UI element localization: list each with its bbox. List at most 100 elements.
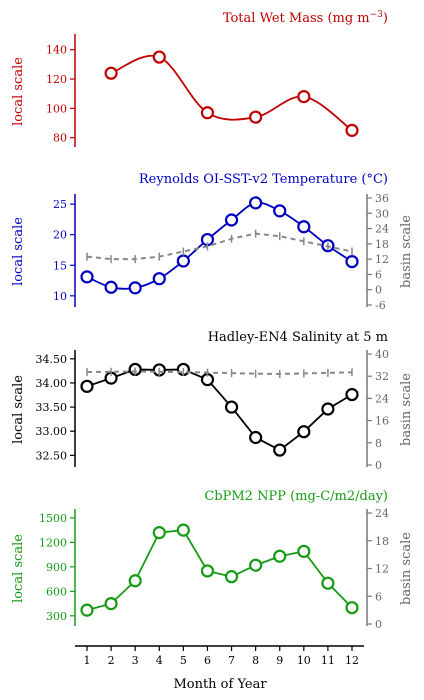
data-point (176, 523, 190, 537)
left-axis-label: local scale (11, 375, 26, 444)
data-point (224, 213, 239, 227)
data-point (345, 387, 359, 402)
data-point (152, 525, 166, 540)
right-axis-label: basin scale (399, 373, 414, 446)
panel-title-text: Reynolds OI-SST-v2 Temperature (°C) (139, 172, 388, 187)
x-tick-label: 6 (204, 654, 211, 667)
right-axis-label: basin scale (399, 215, 414, 288)
data-point (249, 558, 263, 572)
right-tick-label: 24 (375, 223, 389, 236)
right-tick-label: 6 (375, 268, 382, 281)
panel-3: Hadley-EN4 Salinity at 5 m 32.50 33.00 33.5… (11, 330, 414, 472)
x-tick-label: 5 (180, 654, 187, 667)
data-point (200, 106, 215, 120)
right-tick-label: 36 (375, 192, 389, 205)
x-axis-label: Month of Year (173, 677, 267, 692)
left-tick-label: 33.00 (36, 425, 68, 438)
right-tick-label: 24 (375, 392, 389, 405)
left-tick-label: 1200 (39, 536, 67, 549)
panel-title-superscript: −3 (370, 10, 384, 20)
right-tick-label: 24 (375, 507, 389, 520)
right-tick-label: 30 (375, 207, 389, 220)
data-point (200, 564, 215, 578)
x-tick-label: 9 (276, 654, 283, 667)
data-point (104, 280, 118, 294)
left-tick-label: 120 (46, 73, 67, 86)
panel-title: Hadley-EN4 Salinity at 5 m (208, 330, 388, 345)
data-point (128, 281, 142, 295)
local-series-line (86, 201, 353, 290)
right-tick-label: 6 (375, 590, 382, 603)
data-point (80, 603, 94, 617)
left-tick-label: 25 (53, 198, 67, 211)
panel-title-suffix: ) (383, 11, 388, 26)
left-tick-label: 34.00 (36, 377, 68, 390)
data-point (128, 574, 142, 588)
right-tick-label: 12 (375, 563, 389, 576)
x-tick-label: 12 (345, 654, 359, 667)
left-tick-label: 1500 (39, 512, 67, 525)
local-series-line (86, 368, 353, 452)
panel-title-text: Total Wet Mass (mg m (223, 11, 370, 26)
right-tick-label: 12 (375, 253, 389, 266)
x-tick-label: 10 (297, 654, 311, 667)
x-tick-label: 2 (108, 654, 115, 667)
left-tick-label: 20 (53, 229, 67, 242)
left-tick-label: 600 (46, 585, 67, 598)
data-point (297, 220, 311, 234)
left-tick-label: 300 (46, 610, 67, 623)
panel-title-text: Hadley-EN4 Salinity at 5 m (208, 330, 388, 345)
x-tick-label: 3 (132, 654, 139, 667)
left-tick-label: 80 (53, 132, 67, 145)
data-point (273, 204, 287, 218)
data-point (224, 400, 239, 414)
right-tick-label: 0 (375, 284, 382, 297)
left-tick-label: 900 (46, 561, 67, 574)
right-tick-label: 18 (375, 535, 389, 548)
left-tick-label: 15 (53, 259, 67, 272)
data-point (321, 576, 335, 590)
data-point (345, 601, 359, 615)
left-tick-label: 34.50 (36, 353, 68, 366)
left-tick-label: 140 (46, 44, 67, 57)
data-point (321, 402, 335, 416)
left-tick-label: 10 (53, 290, 67, 303)
data-point (297, 544, 311, 558)
panel-4: CbPM2 NPP (mg-C/m2/day) 300 600 900 1200 1500… (11, 489, 414, 631)
data-point (80, 270, 94, 284)
data-point (152, 50, 166, 64)
data-point (104, 596, 118, 611)
right-tick-label: 0 (375, 459, 382, 472)
data-point (273, 443, 287, 457)
data-point (249, 430, 263, 445)
data-point (224, 570, 239, 584)
right-tick-label: 18 (375, 238, 389, 251)
right-tick-label: 40 (375, 348, 389, 361)
right-axis-label: basin scale (399, 532, 414, 605)
x-tick-label: 1 (84, 654, 91, 667)
basin-series-line (86, 370, 353, 375)
right-tick-label: -6 (375, 299, 386, 312)
data-point (345, 123, 359, 137)
left-axis-label: local scale (11, 57, 26, 126)
panel-title: Total Wet Mass (mg m−3) (223, 10, 388, 26)
right-tick-label: 0 (375, 618, 382, 631)
local-series-line (110, 54, 353, 132)
x-tick-label: 4 (156, 654, 163, 667)
x-tick-label: 7 (228, 654, 235, 667)
right-tick-label: 32 (375, 370, 389, 383)
basin-series-line (86, 232, 353, 261)
left-tick-label: 33.50 (36, 401, 68, 414)
left-tick-label: 32.50 (36, 449, 68, 462)
data-point (249, 196, 263, 210)
data-point (297, 425, 311, 439)
data-point (249, 110, 263, 124)
data-point (176, 254, 190, 268)
panel-1: Total Wet Mass (mg m−3) 80 100 120 140 local … (11, 10, 388, 147)
panel-2: Reynolds OI-SST-v2 Temperature (°C) 10 15 2… (11, 172, 414, 312)
data-point (104, 66, 118, 80)
panel-title: CbPM2 NPP (mg-C/m2/day) (204, 489, 388, 504)
